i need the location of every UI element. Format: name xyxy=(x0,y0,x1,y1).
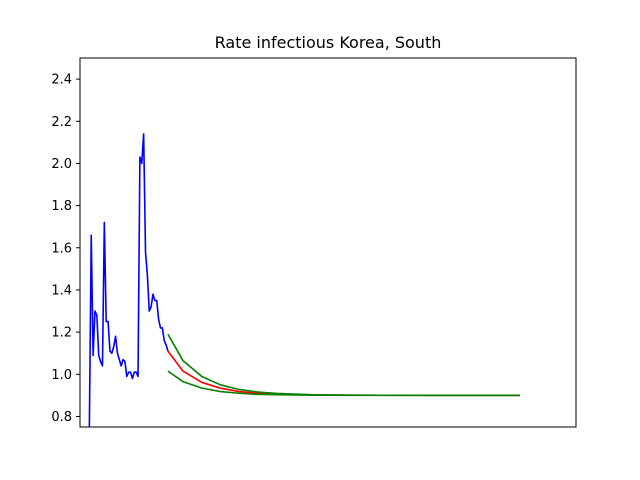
y-tick-label: 2.0 xyxy=(51,157,72,172)
y-tick-label: 1.2 xyxy=(51,326,72,341)
y-tick-label: 1.8 xyxy=(51,199,72,214)
series-layer xyxy=(88,133,520,428)
series-line-forecast xyxy=(167,350,520,397)
chart-title: Rate infectious Korea, South xyxy=(215,33,442,52)
series-line-forecast-lower xyxy=(167,370,520,397)
series-line-observed xyxy=(88,133,169,428)
plot-frame xyxy=(79,57,577,428)
y-tick-label: 1.0 xyxy=(51,368,72,383)
y-tick-label: 0.8 xyxy=(51,410,72,425)
y-axis-ticks: 0.8 1.0 1.2 1.4 1.6 1.8 2.0 2.2 2.4 xyxy=(51,73,80,425)
y-tick-label: 2.4 xyxy=(51,73,72,88)
y-tick-label: 1.6 xyxy=(51,241,72,256)
y-tick-label: 2.2 xyxy=(51,115,72,130)
series-line-forecast-upper xyxy=(167,333,520,397)
y-tick-label: 1.4 xyxy=(51,283,72,298)
